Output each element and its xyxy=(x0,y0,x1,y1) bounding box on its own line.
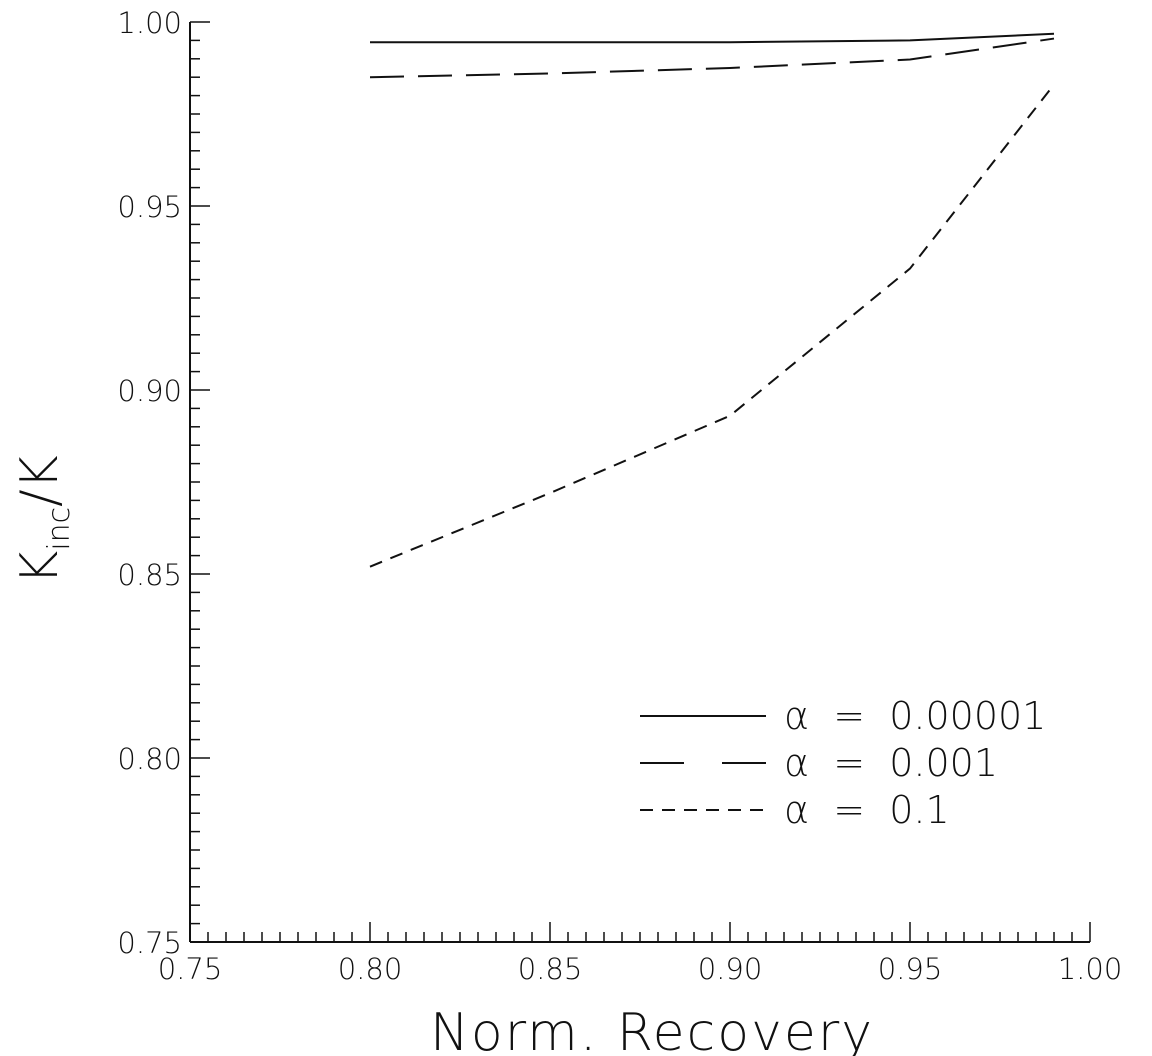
x-tick-label: 0.95 xyxy=(878,952,943,986)
y-tick-label: 0.80 xyxy=(117,742,182,776)
axes xyxy=(189,22,1090,943)
series-line-2 xyxy=(369,37,1055,79)
y-tick-label: 0.75 xyxy=(117,926,182,960)
y-tick-label: 1.00 xyxy=(117,6,182,40)
x-tick-label: 0.80 xyxy=(338,952,403,986)
y-axis-title: Kinc/K xyxy=(10,455,77,585)
y-axis-title-main: K xyxy=(10,551,70,585)
x-tick-label: 0.90 xyxy=(698,952,763,986)
x-tick-label: 0.75 xyxy=(158,952,223,986)
y-tick-label: 0.95 xyxy=(117,190,182,224)
ticks: 0.75 0.80 0.85 0.90 0.95 1.00 0.75 0.80 0.85 0.90… xyxy=(117,6,1122,986)
legend-label-3: α = 0.1 xyxy=(784,788,950,832)
x-tick-label: 0.85 xyxy=(518,952,583,986)
legend-label-2: α = 0.001 xyxy=(784,741,998,785)
y-tick-label: 0.85 xyxy=(117,558,182,592)
y-axis-title-subscript: inc xyxy=(42,507,77,551)
series-lines xyxy=(369,32,1055,568)
legend-label-1: α = 0.00001 xyxy=(784,694,1046,738)
series-line-3 xyxy=(369,83,1055,568)
series-line-1 xyxy=(370,32,1055,44)
y-tick-label: 0.90 xyxy=(117,374,182,408)
y-axis-title-suffix: /K xyxy=(10,455,70,507)
x-tick-label: 1.00 xyxy=(1058,952,1123,986)
x-axis-title: Norm. Recovery xyxy=(430,1003,874,1056)
